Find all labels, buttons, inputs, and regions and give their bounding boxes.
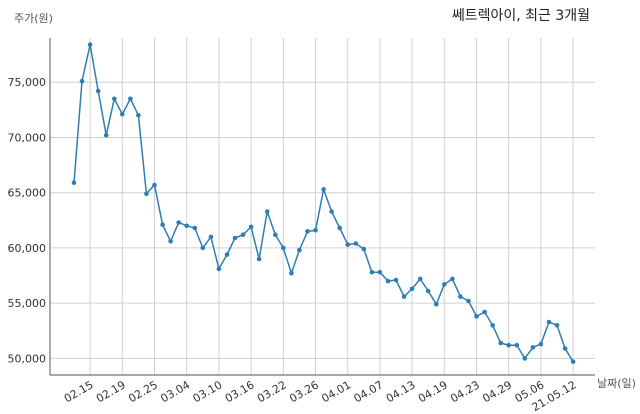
data-point	[377, 269, 383, 275]
data-point	[353, 241, 359, 246]
x-tick-label: 02.19	[94, 378, 128, 405]
data-point	[506, 342, 512, 348]
data-point	[216, 266, 222, 272]
data-point	[248, 224, 254, 230]
data-point	[112, 96, 117, 102]
x-tick-label: 03.16	[223, 378, 257, 405]
data-point	[192, 225, 198, 231]
x-tick-label: 03.22	[255, 378, 289, 405]
data-point	[458, 294, 463, 299]
data-point	[224, 252, 230, 257]
data-point	[498, 340, 504, 346]
data-point	[442, 282, 447, 287]
data-point	[103, 132, 109, 138]
data-point	[361, 246, 367, 252]
data-point	[305, 229, 310, 234]
y-axis-title: 주가(원)	[14, 12, 53, 25]
data-point	[71, 180, 77, 185]
data-point	[538, 341, 544, 347]
data-point	[168, 239, 173, 244]
data-point	[425, 288, 431, 294]
grid-layer	[50, 38, 595, 375]
data-point	[200, 245, 206, 251]
x-tick-label: 04.13	[384, 378, 418, 405]
data-point	[482, 309, 487, 315]
x-axis-title: 날짜(일)	[597, 376, 636, 390]
data-point	[313, 228, 318, 233]
data-point	[176, 220, 181, 225]
data-point	[490, 323, 495, 328]
data-point	[208, 234, 214, 240]
x-tick-label: 04.07	[352, 378, 386, 405]
data-point	[337, 225, 343, 231]
y-tick-label: 60,000	[8, 242, 47, 255]
data-point	[434, 302, 439, 307]
data-point	[273, 232, 278, 237]
data-point	[297, 247, 302, 253]
data-point	[329, 209, 334, 214]
x-tick-label: 04.23	[448, 378, 482, 405]
x-tick-label: 04.01	[319, 378, 353, 405]
data-point	[289, 271, 294, 276]
data-point	[450, 276, 455, 282]
chart-title: 쎄트렉아이, 최근 3개월	[452, 8, 590, 24]
data-point	[95, 88, 101, 94]
data-point	[385, 278, 391, 284]
axis-layer: 50,000 55,000 60,000 65,000 70,000 75,000 02.1…	[8, 38, 595, 414]
data-point	[120, 111, 125, 117]
y-tick-label: 50,000	[8, 352, 47, 365]
data-point	[401, 294, 407, 299]
data-point	[546, 319, 552, 325]
x-tick-label: 04.19	[416, 378, 450, 405]
data-point	[281, 245, 286, 251]
data-point	[554, 323, 560, 328]
x-tick-label: 03.26	[287, 378, 321, 405]
series-line	[73, 44, 574, 363]
data-point	[160, 222, 165, 227]
data-point	[240, 232, 246, 237]
data-point	[256, 256, 262, 262]
data-point	[321, 187, 326, 192]
data-point	[514, 342, 520, 348]
x-tick-label: 03.10	[191, 378, 225, 405]
data-point	[474, 314, 479, 319]
data-point	[152, 182, 157, 188]
data-point	[562, 346, 568, 351]
data-point	[570, 359, 576, 365]
data-point	[136, 113, 141, 118]
data-point	[345, 242, 351, 247]
y-tick-label: 65,000	[8, 187, 47, 200]
data-point	[184, 223, 189, 229]
series-layer	[71, 42, 576, 365]
data-point	[393, 277, 399, 283]
data-point	[409, 286, 415, 292]
data-point	[128, 96, 133, 102]
data-point	[264, 209, 270, 214]
data-point	[417, 276, 423, 282]
data-point	[466, 298, 471, 304]
x-tick-label: 04.29	[480, 378, 514, 405]
data-point	[530, 345, 536, 350]
data-point	[232, 235, 238, 241]
y-tick-label: 75,000	[8, 76, 47, 89]
data-point	[87, 42, 93, 47]
x-tick-label: 02.15	[62, 378, 96, 405]
data-point	[144, 191, 149, 197]
data-point	[79, 78, 85, 84]
data-point	[369, 269, 375, 275]
y-tick-label: 55,000	[8, 297, 47, 310]
data-point	[522, 356, 528, 361]
x-tick-label: 02.25	[126, 378, 160, 405]
x-tick-label: 03.04	[158, 378, 192, 405]
y-tick-label: 70,000	[8, 131, 47, 144]
